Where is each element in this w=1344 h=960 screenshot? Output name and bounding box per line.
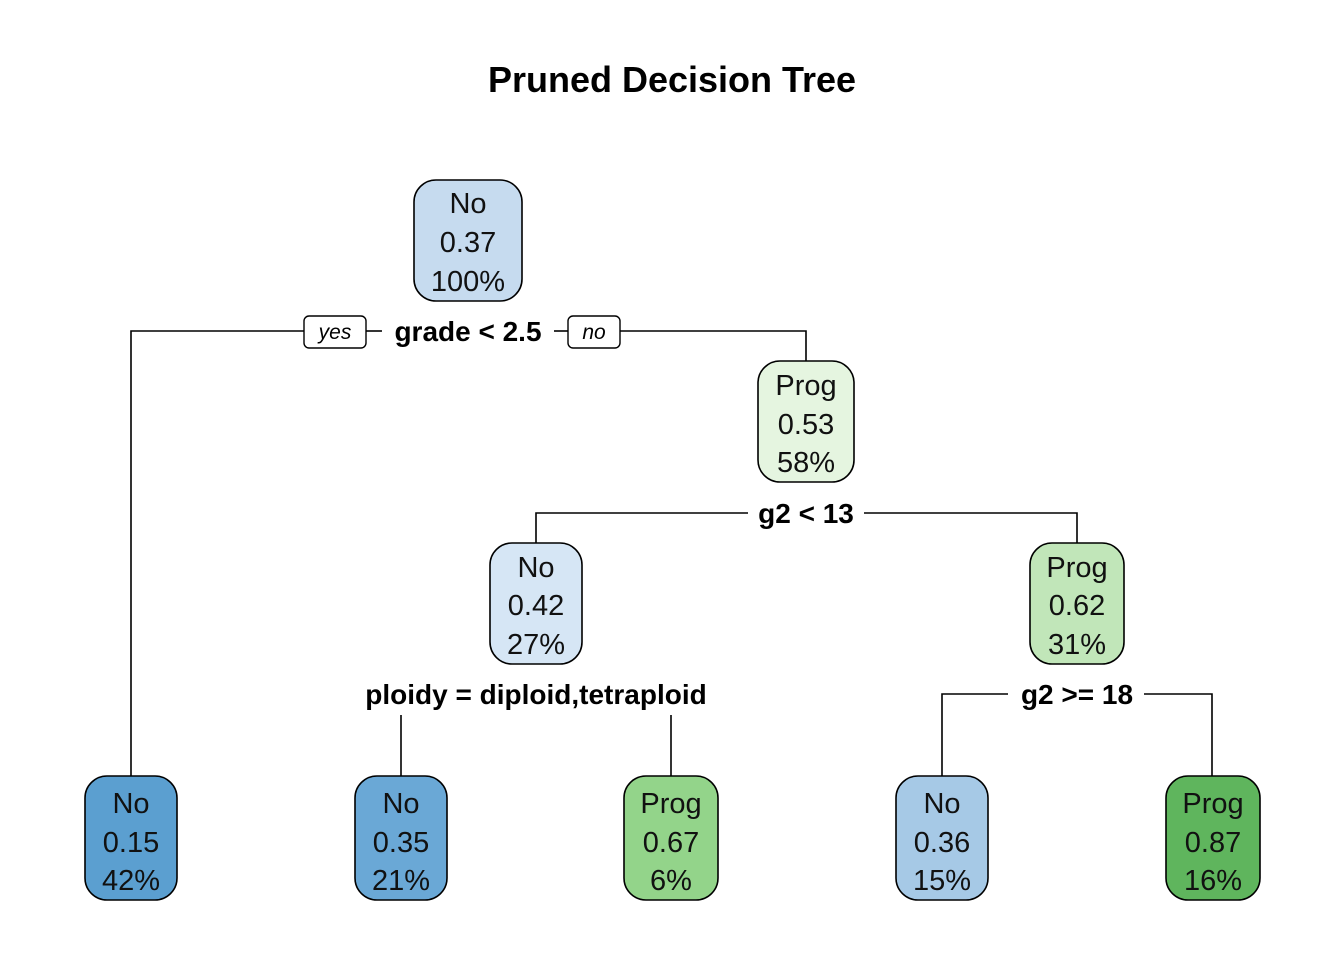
node-prob: 0.53: [778, 409, 834, 441]
node-pct: 21%: [372, 865, 430, 897]
node-root: No 0.37 100%: [413, 179, 523, 302]
node-prob: 0.87: [1185, 827, 1241, 859]
node-class: Prog: [640, 788, 701, 820]
node-pct: 31%: [1048, 629, 1106, 661]
node-class: Prog: [1046, 552, 1107, 584]
node-class: Prog: [775, 370, 836, 402]
node-pct: 15%: [913, 865, 971, 897]
node-pct: 16%: [1184, 865, 1242, 897]
node-n3: Prog 0.53 58%: [757, 360, 855, 483]
leaf-13: Prog 0.67 6%: [623, 775, 719, 901]
leaf-14: No 0.36 15%: [895, 775, 989, 901]
node-class: No: [923, 788, 960, 820]
node-prob: 0.42: [508, 590, 564, 622]
edge-root-left: [130, 330, 304, 776]
node-prob: 0.15: [103, 827, 159, 859]
node-prob: 0.67: [643, 827, 699, 859]
split-label-root: grade < 2.5: [394, 316, 541, 347]
node-class: No: [112, 788, 149, 820]
edge-n3-right: [864, 512, 1078, 543]
leaf-15: Prog 0.87 16%: [1165, 775, 1261, 901]
node-n7: Prog 0.62 31%: [1029, 542, 1125, 665]
leaf-2: No 0.15 42%: [84, 775, 178, 901]
svg-text:yes: yes: [317, 321, 352, 344]
node-prob: 0.37: [440, 227, 496, 259]
node-class: Prog: [1182, 788, 1243, 820]
chart-title: Pruned Decision Tree: [488, 59, 856, 100]
node-n6: No 0.42 27%: [489, 542, 583, 665]
node-pct: 42%: [102, 865, 160, 897]
node-class: No: [517, 552, 554, 584]
split-label-n7: g2 >= 18: [1021, 679, 1133, 710]
node-class: No: [449, 188, 486, 220]
leaf-12: No 0.35 21%: [354, 775, 448, 901]
split-label-n3: g2 < 13: [758, 498, 854, 529]
node-pct: 6%: [650, 865, 692, 897]
edge-n7-left: [941, 693, 1008, 776]
node-pct: 27%: [507, 629, 565, 661]
svg-text:no: no: [582, 321, 606, 344]
node-pct: 58%: [777, 447, 835, 479]
node-prob: 0.35: [373, 827, 429, 859]
yes-tag: yes: [303, 315, 367, 349]
node-prob: 0.62: [1049, 590, 1105, 622]
node-prob: 0.36: [914, 827, 970, 859]
split-label-n6: ploidy = diploid,tetraploid: [365, 679, 706, 710]
edge-n3-left: [535, 512, 748, 543]
node-class: No: [382, 788, 419, 820]
edge-root-right: [620, 330, 807, 361]
edge-n7-right: [1144, 693, 1213, 776]
no-tag: no: [567, 315, 621, 349]
node-pct: 100%: [431, 266, 505, 298]
